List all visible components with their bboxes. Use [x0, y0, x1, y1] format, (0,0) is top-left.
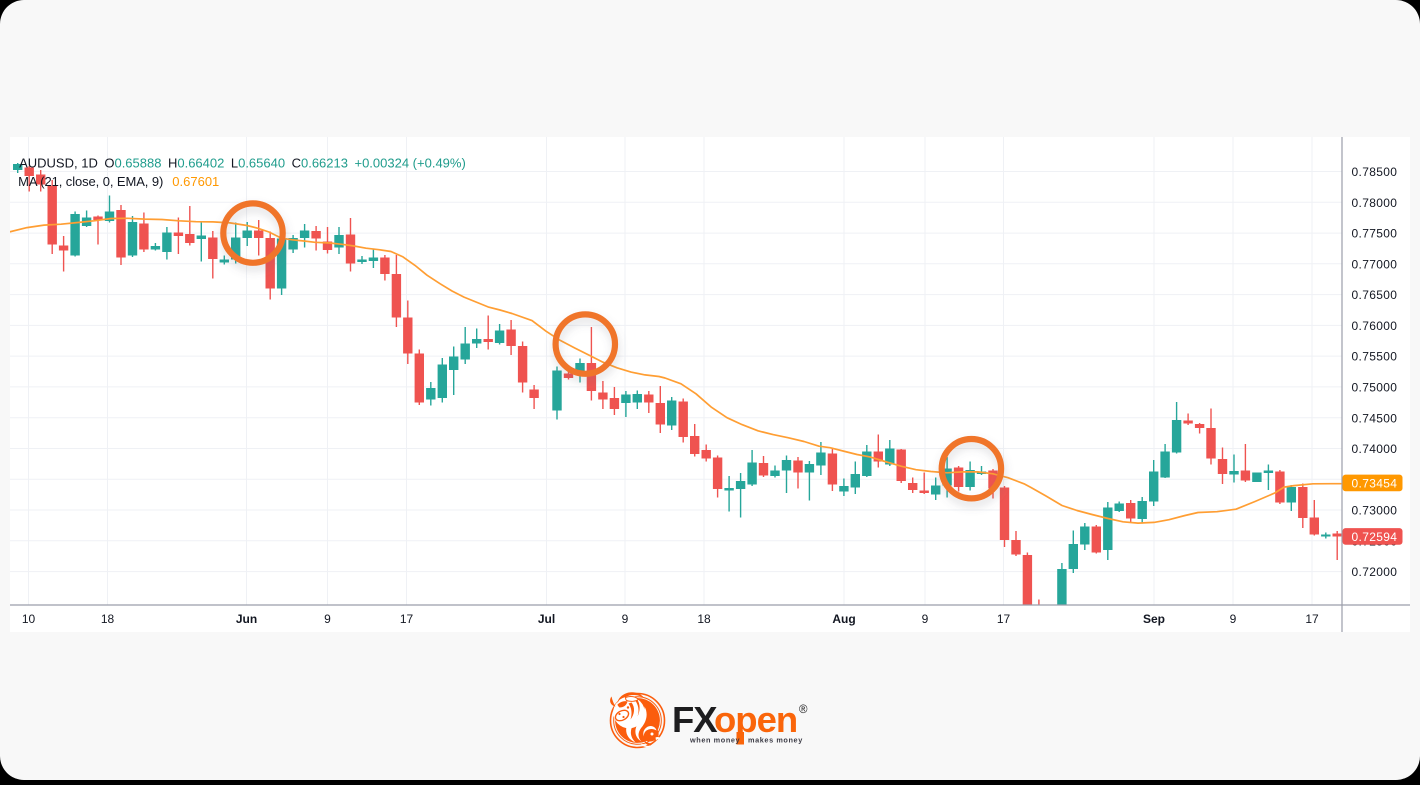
svg-text:0.76500: 0.76500 [1352, 288, 1398, 302]
svg-text:Jun: Jun [236, 612, 257, 626]
svg-text:0.72000: 0.72000 [1352, 565, 1398, 579]
svg-text:open: open [714, 699, 797, 740]
svg-text:0.78000: 0.78000 [1352, 196, 1398, 210]
svg-text:0.75000: 0.75000 [1352, 381, 1398, 395]
svg-text:0.78500: 0.78500 [1352, 165, 1398, 179]
svg-text:9: 9 [922, 612, 929, 626]
svg-text:17: 17 [400, 612, 414, 626]
svg-text:0.75500: 0.75500 [1352, 350, 1398, 364]
svg-text:Jul: Jul [538, 612, 555, 626]
svg-text:Aug: Aug [832, 612, 855, 626]
svg-text:®: ® [799, 704, 808, 716]
svg-text:0.74000: 0.74000 [1352, 442, 1398, 456]
svg-text:9: 9 [622, 612, 629, 626]
svg-text:0.77500: 0.77500 [1352, 227, 1398, 241]
svg-text:18: 18 [697, 612, 711, 626]
svg-text:18: 18 [101, 612, 115, 626]
svg-text:0.76000: 0.76000 [1352, 319, 1398, 333]
svg-text:17: 17 [997, 612, 1011, 626]
svg-text:9: 9 [1230, 612, 1237, 626]
svg-text:0.72594: 0.72594 [1352, 530, 1398, 544]
svg-text:makes money: makes money [748, 736, 803, 745]
svg-text:0.74500: 0.74500 [1352, 411, 1398, 425]
svg-text:0.77000: 0.77000 [1352, 257, 1398, 271]
svg-text:9: 9 [324, 612, 331, 626]
svg-text:17: 17 [1305, 612, 1319, 626]
svg-text:when money: when money [689, 736, 741, 745]
svg-text:10: 10 [22, 612, 36, 626]
svg-text:FX: FX [672, 699, 718, 740]
svg-text:AUDUSD, 1D O0.65888 H0.66402 L: AUDUSD, 1D O0.65888 H0.66402 L0.65640 C0… [19, 155, 466, 170]
svg-text:0.73454: 0.73454 [1352, 476, 1398, 490]
svg-text:0.73000: 0.73000 [1352, 504, 1398, 518]
svg-text:Sep: Sep [1143, 612, 1165, 626]
svg-text:0.67601: 0.67601 [172, 174, 219, 189]
svg-text:MA (21, close, 0, EMA, 9): MA (21, close, 0, EMA, 9) [18, 174, 163, 189]
